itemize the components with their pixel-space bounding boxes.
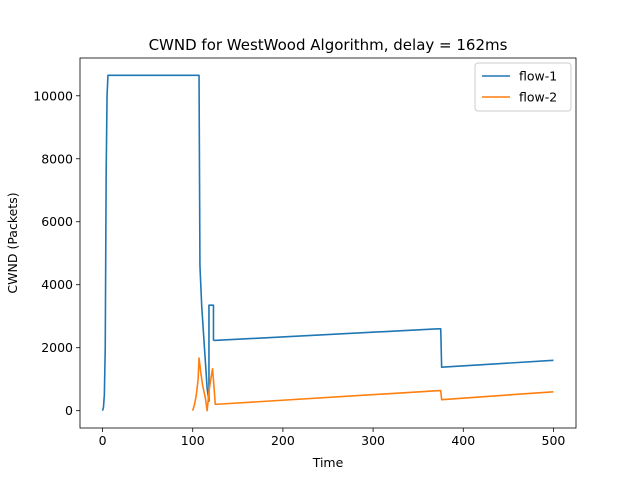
- y-tick-label: 4000: [41, 277, 73, 292]
- y-tick-label: 8000: [41, 151, 73, 166]
- legend-label-flow-2: flow-2: [519, 90, 557, 105]
- y-tick-label: 0: [65, 403, 73, 418]
- series-line-flow-2: [191, 357, 554, 412]
- x-tick-label: 200: [271, 433, 295, 448]
- y-tick-label: 10000: [33, 88, 73, 103]
- x-tick-label: 0: [99, 433, 107, 448]
- x-tick-label: 100: [181, 433, 205, 448]
- y-tick-label: 2000: [41, 340, 73, 355]
- plot-area: [79, 57, 577, 429]
- series-line-flow-1: [101, 74, 554, 411]
- legend-box: [474, 62, 572, 112]
- legend-label-flow-1: flow-1: [519, 69, 557, 84]
- y-tick-label: 6000: [41, 214, 73, 229]
- chart-title: CWND for WestWood Algorithm, delay = 162…: [149, 36, 508, 54]
- x-tick-label: 300: [361, 433, 385, 448]
- y-axis: 0 2000 4000 6000 8000 10000: [33, 88, 80, 418]
- y-axis-title: CWND (Packets): [5, 192, 20, 293]
- x-axis: 0 100 200 300 400 500: [99, 428, 566, 448]
- x-tick-label: 500: [542, 433, 566, 448]
- legend: flow-1 flow-2: [474, 62, 572, 112]
- series-layer: [101, 74, 554, 412]
- x-axis-title: Time: [312, 455, 344, 470]
- plot-frame: [79, 57, 577, 429]
- plot-background: [80, 58, 576, 428]
- x-tick-label: 400: [451, 433, 475, 448]
